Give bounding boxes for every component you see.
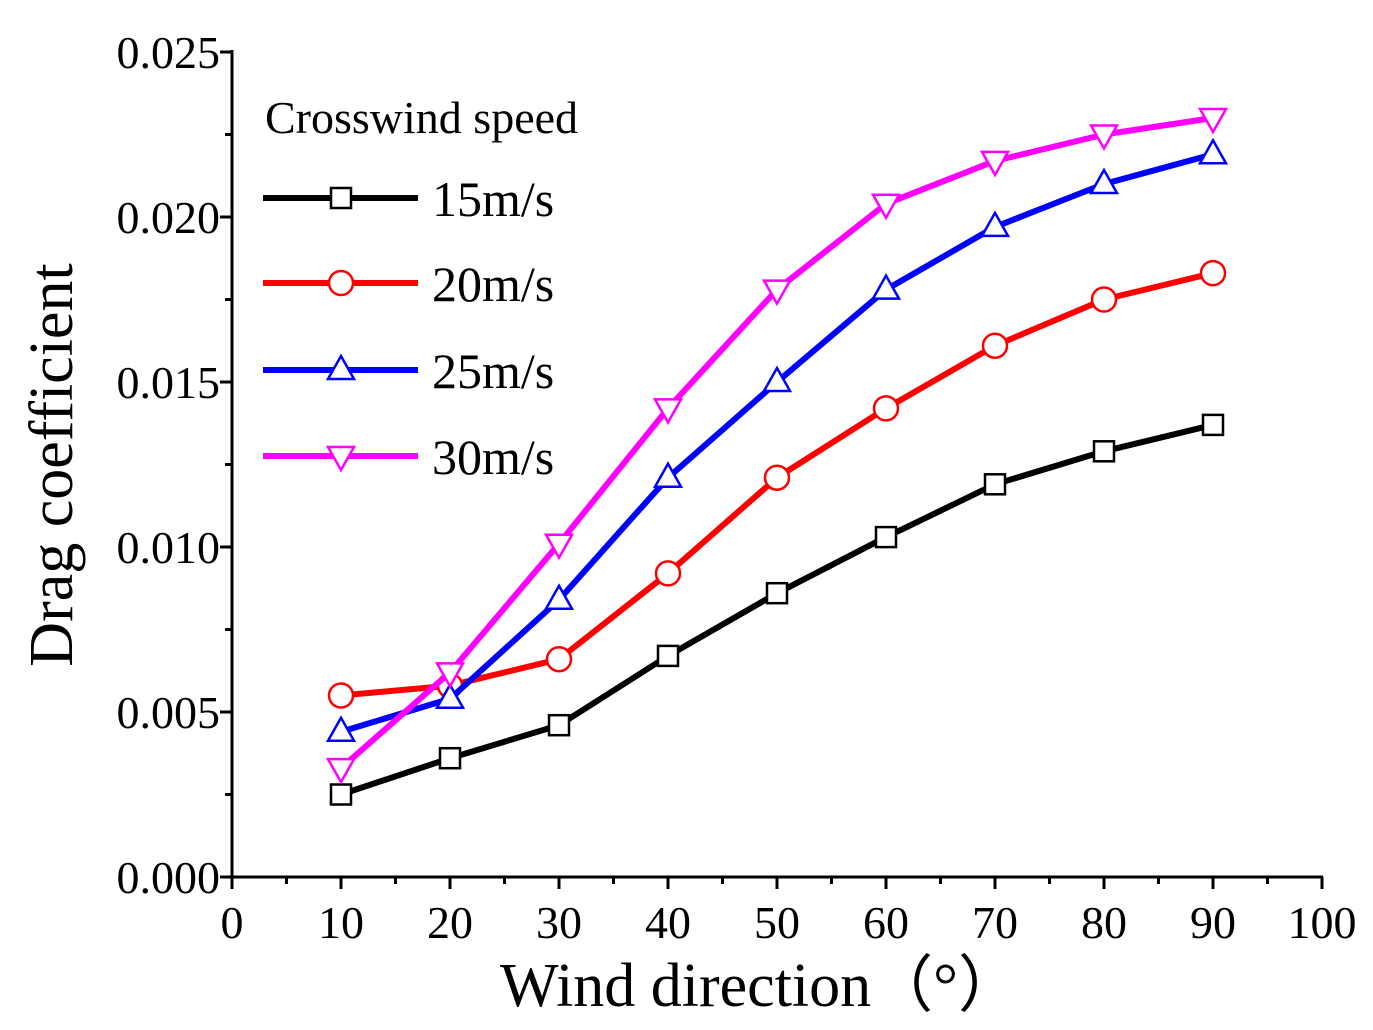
series-25ms [325,137,1229,743]
legend-item-25ms: 25m/s [263,343,554,399]
data-point-15ms [547,713,571,737]
data-point-30ms [761,279,793,307]
data-point-25ms [325,715,357,743]
x-axis-title: Wind direction（°） [500,952,1020,1020]
data-point-15ms [656,644,680,668]
legend-title: Crosswind speed [265,92,578,143]
legend-marker [329,186,353,210]
data-point-25ms [761,365,793,393]
data-point-25ms [870,273,902,300]
legend-label: 15m/s [432,171,554,227]
legend: Crosswind speed 15m/s 20m/s 25m/s 30m/s [263,92,578,485]
data-point-30ms [1197,107,1229,135]
data-point-20ms [981,332,1009,359]
data-point-15ms [874,525,898,549]
data-point-20ms [545,645,573,673]
x-tick-label: 60 [863,897,909,948]
data-point-20ms [1090,286,1118,313]
data-point-20ms [654,560,682,587]
data-point-15ms [329,783,353,806]
x-tick-label: 0 [221,897,244,948]
data-point-15ms [765,581,789,605]
x-tick-label: 10 [318,897,364,948]
legend-marker [325,353,357,381]
legend-item-30ms: 30m/s [263,429,554,485]
series-15ms [329,413,1225,806]
x-axis: 0 10 20 30 40 50 60 70 80 90 100 [221,877,1357,948]
data-point-25ms [1197,137,1229,165]
data-point-30ms [652,398,684,425]
x-tick-label: 90 [1190,897,1236,948]
data-point-15ms [1201,413,1225,437]
x-tick-label: 20 [427,897,473,948]
legend-marker [327,269,355,297]
data-point-25ms [1088,167,1120,195]
data-point-15ms [983,473,1007,496]
data-point-15ms [438,746,462,770]
y-axis: 0.000 0.005 0.010 0.015 0.020 0.025 [117,27,232,903]
legend-label: 30m/s [432,429,554,485]
x-tick-label: 30 [536,897,582,948]
data-point-20ms [1199,259,1227,287]
x-tick-label: 100 [1288,897,1357,948]
series-30ms [325,107,1229,785]
data-point-30ms [979,150,1011,178]
data-point-30ms [870,193,902,221]
legend-item-15ms: 15m/s [263,171,554,227]
data-point-25ms [652,461,684,488]
series-layer [325,107,1229,806]
y-tick-label: 0.015 [117,357,221,408]
data-point-30ms [543,533,575,561]
data-point-30ms [434,662,466,689]
y-tick-label: 0.010 [117,522,221,573]
data-point-20ms [872,395,900,422]
legend-label: 20m/s [432,256,554,312]
y-tick-label: 0.020 [117,192,221,243]
data-point-25ms [979,210,1011,238]
x-tick-label: 50 [754,897,800,948]
y-tick-label: 0.005 [117,687,221,738]
y-axis-title: Drag coefficient [18,263,86,666]
data-point-20ms [763,464,791,491]
series-20ms [327,259,1227,709]
legend-label: 25m/s [432,343,554,399]
y-tick-label: 0.000 [117,852,221,903]
data-point-30ms [1088,124,1120,152]
x-tick-label: 80 [1081,897,1127,948]
legend-item-20ms: 20m/s [263,256,554,312]
data-point-25ms [434,682,466,710]
plot-frame [230,50,1323,879]
x-tick-label: 40 [645,897,691,948]
data-point-20ms [327,682,355,709]
data-point-15ms [1092,440,1116,463]
legend-marker [325,445,357,473]
data-point-25ms [543,583,575,611]
x-tick-label: 70 [972,897,1018,948]
y-tick-label: 0.025 [117,27,221,78]
data-point-30ms [325,757,357,785]
